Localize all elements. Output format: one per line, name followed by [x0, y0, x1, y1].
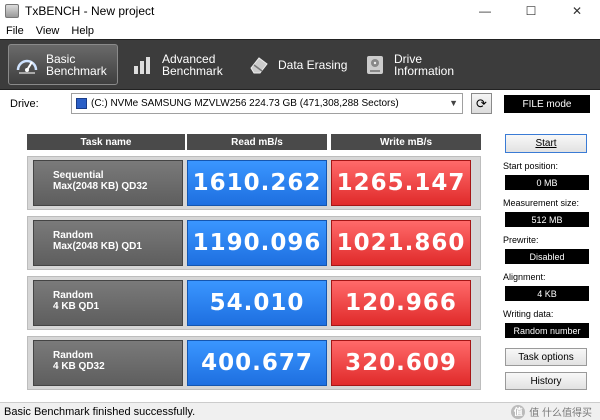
read-value: 1610.262: [187, 160, 327, 206]
task-line1: Random: [53, 290, 93, 301]
writing-data-label: Writing data:: [503, 309, 554, 319]
read-value: 54.010: [187, 280, 327, 326]
drive-icon: [363, 53, 387, 77]
history-button[interactable]: History: [505, 372, 587, 390]
task-line2: Max(2048 KB) QD1: [53, 241, 142, 252]
task-button-random-max-qd1[interactable]: Random Max(2048 KB) QD1: [33, 220, 183, 266]
title-bar: TxBENCH - New project — ☐ ✕: [0, 0, 600, 22]
tab-data-erasing[interactable]: Data Erasing: [240, 44, 350, 85]
prewrite-label: Prewrite:: [503, 235, 539, 245]
refresh-icon: ⟳: [476, 95, 487, 111]
alignment-label: Alignment:: [503, 272, 546, 282]
drive-selected-value: (C:) NVMe SAMSUNG MZVLW256 224.73 GB (47…: [91, 98, 399, 109]
drive-label: Drive:: [10, 98, 39, 110]
minimize-button[interactable]: —: [479, 4, 491, 18]
tab-advanced-benchmark[interactable]: Advanced Benchmark: [124, 44, 234, 85]
task-options-button[interactable]: Task options: [505, 348, 587, 366]
watermark-text: 值 什么值得买: [529, 408, 592, 419]
results-panel: Task name Read mB/s Write mB/s Sequentia…: [23, 128, 492, 394]
app-icon: [5, 4, 19, 18]
header-read: Read mB/s: [187, 134, 327, 150]
write-value: 320.609: [331, 340, 471, 386]
task-line1: Random: [53, 350, 93, 361]
tab-label: Basic Benchmark: [46, 51, 107, 78]
writing-data-value[interactable]: Random number: [505, 323, 589, 338]
header-write: Write mB/s: [331, 134, 481, 150]
status-text: Basic Benchmark finished successfully.: [4, 405, 196, 418]
tab-label: Drive Information: [394, 51, 455, 78]
task-button-random-4k-qd32[interactable]: Random 4 KB QD32: [33, 340, 183, 386]
prewrite-value[interactable]: Disabled: [505, 249, 589, 264]
task-button-random-4k-qd1[interactable]: Random 4 KB QD1: [33, 280, 183, 326]
watermark: 值 值 什么值得买: [511, 404, 592, 419]
bar-chart-icon: [131, 53, 155, 77]
task-line1: Random: [53, 230, 93, 241]
start-position-label: Start position:: [503, 161, 559, 171]
tab-drive-information[interactable]: Drive Information: [356, 44, 466, 85]
menu-bar: File View Help: [0, 22, 600, 39]
drive-select[interactable]: (C:) NVMe SAMSUNG MZVLW256 224.73 GB (47…: [71, 93, 463, 114]
write-value: 1265.147: [331, 160, 471, 206]
write-value: 120.966: [331, 280, 471, 326]
window-title: TxBENCH - New project: [25, 4, 155, 18]
measurement-size-value[interactable]: 512 MB: [505, 212, 589, 227]
eraser-icon: [247, 53, 271, 77]
task-line2: Max(2048 KB) QD32: [53, 181, 148, 192]
task-line2: 4 KB QD32: [53, 361, 105, 372]
window-controls: — ☐ ✕: [462, 0, 600, 22]
task-button-sequential-qd32[interactable]: Sequential Max(2048 KB) QD32: [33, 160, 183, 206]
watermark-logo-icon: 值: [511, 404, 526, 419]
speedometer-icon: [15, 53, 39, 77]
chevron-down-icon: ▼: [449, 98, 458, 108]
write-value: 1021.860: [331, 220, 471, 266]
read-value: 400.677: [187, 340, 327, 386]
tab-basic-benchmark[interactable]: Basic Benchmark: [8, 44, 118, 85]
status-bar: Basic Benchmark finished successfully.: [0, 402, 600, 420]
alignment-value[interactable]: 4 KB: [505, 286, 589, 301]
measurement-size-label: Measurement size:: [503, 198, 580, 208]
main-toolbar: Basic Benchmark Advanced Benchmark Data …: [0, 39, 600, 90]
task-line2: 4 KB QD1: [53, 301, 100, 312]
disk-icon: [76, 98, 87, 109]
maximize-button[interactable]: ☐: [525, 4, 537, 18]
tab-label: Advanced Benchmark: [162, 51, 223, 78]
close-button[interactable]: ✕: [571, 4, 583, 18]
refresh-button[interactable]: ⟳: [471, 93, 492, 114]
start-position-value[interactable]: 0 MB: [505, 175, 589, 190]
menu-view[interactable]: View: [35, 24, 60, 37]
header-task-name: Task name: [27, 134, 185, 150]
mode-indicator: FILE mode: [504, 95, 590, 113]
task-line1: Sequential: [53, 170, 104, 181]
start-button[interactable]: Start: [505, 134, 587, 153]
menu-help[interactable]: Help: [71, 24, 95, 37]
read-value: 1190.096: [187, 220, 327, 266]
tab-label: Data Erasing: [278, 57, 348, 72]
menu-file[interactable]: File: [6, 24, 24, 37]
